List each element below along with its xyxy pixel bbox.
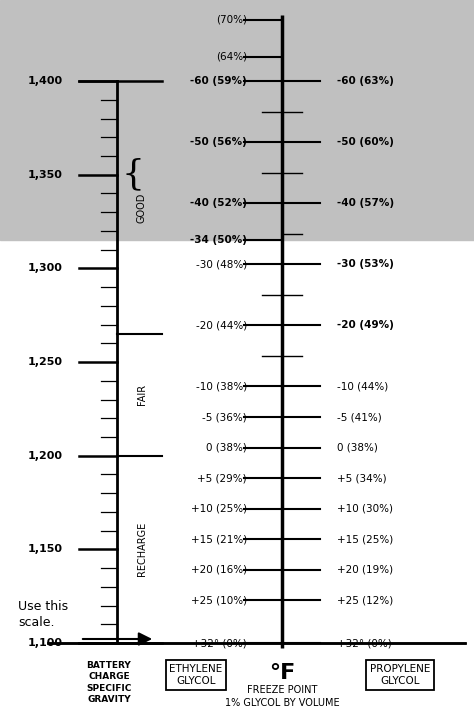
Text: 0 (38%): 0 (38%) <box>206 443 247 453</box>
Text: -10 (44%): -10 (44%) <box>337 381 388 392</box>
Text: 0 (38%): 0 (38%) <box>337 443 378 453</box>
Text: 1,250: 1,250 <box>28 357 63 367</box>
Text: -30 (53%): -30 (53%) <box>337 259 394 269</box>
Text: +10 (30%): +10 (30%) <box>337 504 393 514</box>
Text: {: { <box>121 158 145 191</box>
Text: +25 (10%): +25 (10%) <box>191 596 247 605</box>
Text: +15 (21%): +15 (21%) <box>191 534 247 544</box>
Text: -40 (52%): -40 (52%) <box>190 198 247 208</box>
Text: -20 (44%): -20 (44%) <box>196 320 247 331</box>
Text: 1,400: 1,400 <box>28 76 63 86</box>
Text: 1,300: 1,300 <box>28 264 63 274</box>
Text: +5 (29%): +5 (29%) <box>197 473 247 483</box>
Text: PROPYLENE
GLYCOL: PROPYLENE GLYCOL <box>370 664 430 687</box>
Text: +25 (12%): +25 (12%) <box>337 596 393 605</box>
Bar <box>0 0 474 240</box>
Text: 1,350: 1,350 <box>28 170 63 180</box>
Text: FREEZE POINT
1% GLYCOL BY VOLUME: FREEZE POINT 1% GLYCOL BY VOLUME <box>225 685 339 708</box>
Text: +32° (0%): +32° (0%) <box>192 638 247 648</box>
Text: Use this
scale.: Use this scale. <box>18 600 68 629</box>
Text: +20 (19%): +20 (19%) <box>337 565 393 574</box>
Text: 1,200: 1,200 <box>28 451 63 461</box>
Text: -30 (48%): -30 (48%) <box>196 259 247 269</box>
Text: ETHYLENE
GLYCOL: ETHYLENE GLYCOL <box>169 664 223 687</box>
Text: -10 (38%): -10 (38%) <box>196 381 247 392</box>
Text: (70%): (70%) <box>216 15 247 25</box>
Text: °F: °F <box>269 663 295 683</box>
Text: -20 (49%): -20 (49%) <box>337 320 394 331</box>
Text: GOOD: GOOD <box>137 192 147 223</box>
Text: RECHARGE: RECHARGE <box>137 522 147 577</box>
Text: -5 (41%): -5 (41%) <box>337 412 382 422</box>
Text: -50 (56%): -50 (56%) <box>190 137 247 147</box>
Text: -34 (50%): -34 (50%) <box>190 235 247 245</box>
Text: 1,150: 1,150 <box>28 545 63 554</box>
Text: -40 (57%): -40 (57%) <box>337 198 394 208</box>
Text: (64%): (64%) <box>216 52 247 62</box>
Text: -60 (63%): -60 (63%) <box>337 76 394 86</box>
Text: +15 (25%): +15 (25%) <box>337 534 393 544</box>
Text: BATTERY
CHARGE
SPECIFIC
GRAVITY: BATTERY CHARGE SPECIFIC GRAVITY <box>86 661 132 705</box>
Text: 1,100: 1,100 <box>28 638 63 648</box>
Text: +10 (25%): +10 (25%) <box>191 504 247 514</box>
Text: +20 (16%): +20 (16%) <box>191 565 247 574</box>
Text: -50 (60%): -50 (60%) <box>337 137 394 147</box>
Text: -60 (59%): -60 (59%) <box>190 76 247 86</box>
Text: -5 (36%): -5 (36%) <box>202 412 247 422</box>
Text: FAIR: FAIR <box>137 384 147 405</box>
Text: +32° (0%): +32° (0%) <box>337 638 392 648</box>
Text: +5 (34%): +5 (34%) <box>337 473 387 483</box>
